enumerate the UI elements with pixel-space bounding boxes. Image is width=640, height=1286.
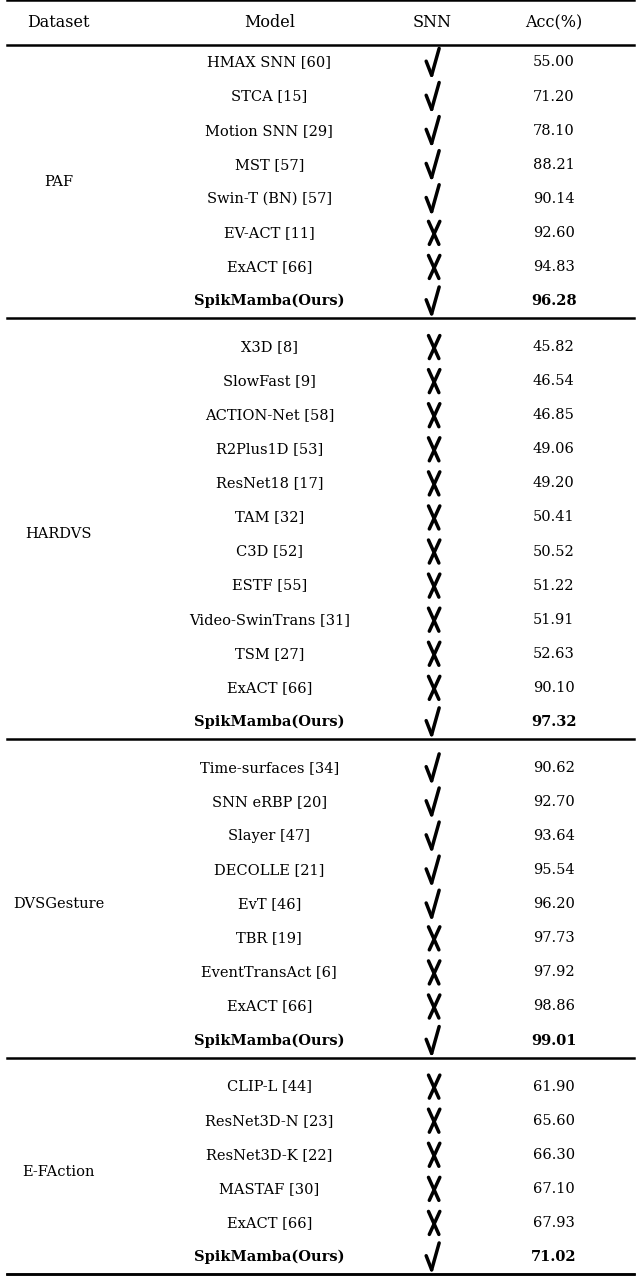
Text: DVSGesture: DVSGesture [13,898,104,912]
Text: Model: Model [244,14,295,31]
Text: 94.83: 94.83 [532,260,575,274]
Text: 97.32: 97.32 [531,715,577,729]
Text: Acc(%): Acc(%) [525,14,582,31]
Text: 65.60: 65.60 [532,1114,575,1128]
Text: 50.52: 50.52 [533,544,575,558]
Text: DECOLLE [21]: DECOLLE [21] [214,863,324,877]
Text: ResNet3D-N [23]: ResNet3D-N [23] [205,1114,333,1128]
Text: ExACT [66]: ExACT [66] [227,1217,312,1229]
Text: STCA [15]: STCA [15] [231,90,307,104]
Text: 49.06: 49.06 [532,442,575,457]
Text: ESTF [55]: ESTF [55] [232,579,307,593]
Text: SpikMamba(Ours): SpikMamba(Ours) [194,715,344,729]
Text: ResNet3D-K [22]: ResNet3D-K [22] [206,1148,333,1161]
Text: MASTAF [30]: MASTAF [30] [220,1182,319,1196]
Text: ResNet18 [17]: ResNet18 [17] [216,476,323,490]
Text: 51.91: 51.91 [533,612,575,626]
Text: SNN: SNN [413,14,452,31]
Text: 98.86: 98.86 [532,999,575,1013]
Text: SpikMamba(Ours): SpikMamba(Ours) [194,293,344,309]
Text: X3D [8]: X3D [8] [241,340,298,354]
Text: Time-surfaces [34]: Time-surfaces [34] [200,761,339,775]
Text: HARDVS: HARDVS [25,527,92,541]
Text: EV-ACT [11]: EV-ACT [11] [224,226,315,240]
Text: 51.22: 51.22 [533,579,575,593]
Text: TAM [32]: TAM [32] [235,511,304,525]
Text: MST [57]: MST [57] [235,158,304,172]
Text: 88.21: 88.21 [533,158,575,172]
Text: 71.20: 71.20 [533,90,575,104]
Text: 96.20: 96.20 [532,898,575,912]
Text: 52.63: 52.63 [532,647,575,661]
Text: 45.82: 45.82 [533,340,575,354]
Text: 92.60: 92.60 [532,226,575,240]
Text: 46.85: 46.85 [532,408,575,422]
Text: 67.93: 67.93 [532,1217,575,1229]
Text: 99.01: 99.01 [531,1034,577,1048]
Text: TBR [19]: TBR [19] [237,931,302,945]
Text: 49.20: 49.20 [533,476,575,490]
Text: 78.10: 78.10 [533,123,575,138]
Text: Video-SwinTrans [31]: Video-SwinTrans [31] [189,612,350,626]
Text: TSM [27]: TSM [27] [235,647,304,661]
Text: 97.92: 97.92 [533,966,575,980]
Text: 50.41: 50.41 [533,511,575,525]
Text: 61.90: 61.90 [533,1080,575,1093]
Text: C3D [52]: C3D [52] [236,544,303,558]
Text: HMAX SNN [60]: HMAX SNN [60] [207,55,332,69]
Text: Swin-T (BN) [57]: Swin-T (BN) [57] [207,192,332,206]
Text: Motion SNN [29]: Motion SNN [29] [205,123,333,138]
Text: 66.30: 66.30 [532,1148,575,1161]
Text: PAF: PAF [44,175,73,189]
Text: SNN eRBP [20]: SNN eRBP [20] [212,795,327,809]
Text: ExACT [66]: ExACT [66] [227,680,312,694]
Text: 93.64: 93.64 [532,829,575,844]
Text: 90.14: 90.14 [533,192,575,206]
Text: SpikMamba(Ours): SpikMamba(Ours) [194,1250,344,1264]
Text: 71.02: 71.02 [531,1250,577,1264]
Text: 46.54: 46.54 [533,374,575,388]
Text: ExACT [66]: ExACT [66] [227,260,312,274]
Text: CLIP-L [44]: CLIP-L [44] [227,1080,312,1093]
Text: 96.28: 96.28 [531,294,577,309]
Text: Dataset: Dataset [28,14,90,31]
Text: 97.73: 97.73 [533,931,575,945]
Text: R2Plus1D [53]: R2Plus1D [53] [216,442,323,457]
Text: E-FAction: E-FAction [22,1165,95,1179]
Text: 95.54: 95.54 [533,863,575,877]
Text: EvT [46]: EvT [46] [237,898,301,912]
Text: 90.62: 90.62 [532,761,575,775]
Text: SlowFast [9]: SlowFast [9] [223,374,316,388]
Text: EventTransAct [6]: EventTransAct [6] [202,966,337,980]
Text: ACTION-Net [58]: ACTION-Net [58] [205,408,334,422]
Text: 92.70: 92.70 [533,795,575,809]
Text: Slayer [47]: Slayer [47] [228,829,310,844]
Text: SpikMamba(Ours): SpikMamba(Ours) [194,1034,344,1048]
Text: 55.00: 55.00 [532,55,575,69]
Text: ExACT [66]: ExACT [66] [227,999,312,1013]
Text: 90.10: 90.10 [533,680,575,694]
Text: 67.10: 67.10 [533,1182,575,1196]
